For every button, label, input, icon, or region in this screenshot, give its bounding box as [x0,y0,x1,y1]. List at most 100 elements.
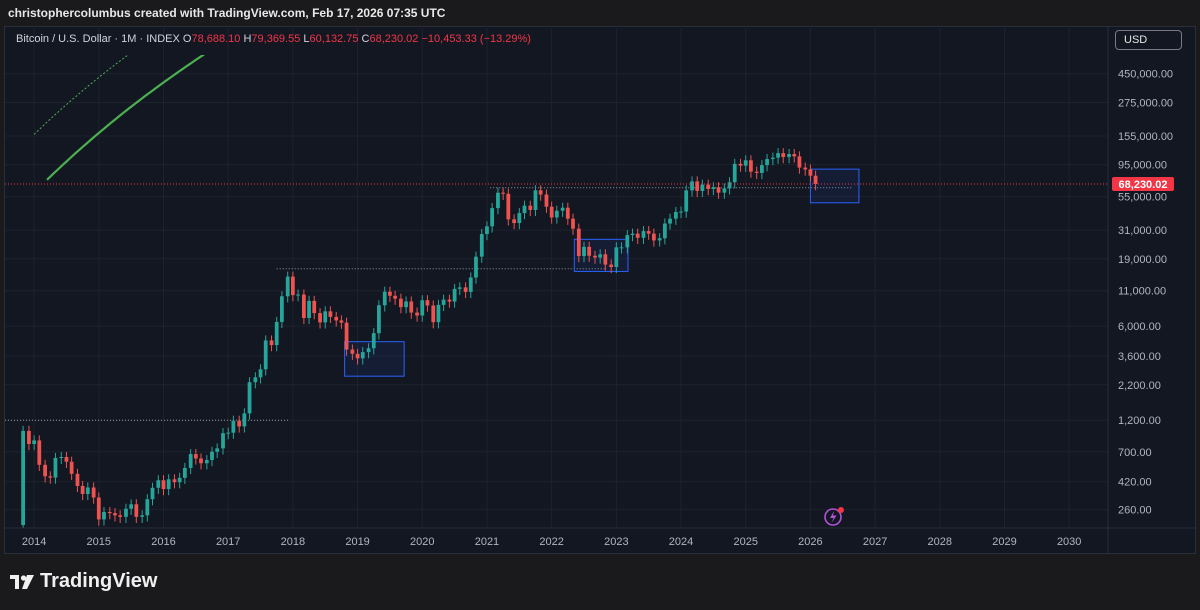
candle-body [344,322,349,350]
y-tick-label: 700.00 [1118,447,1152,459]
candle-body [436,304,441,323]
candle-body [69,461,74,474]
candle-body [124,508,128,517]
candle-body [307,300,311,318]
candle-body [641,231,646,238]
candle-body [274,321,279,346]
high-value: 79,369.55 [251,33,301,45]
candle-body [221,433,225,449]
symbol-name: Bitcoin / U.S. Dollar · 1M · INDEX [16,33,180,45]
candle-body [263,340,268,370]
candle-body [797,156,802,168]
lightning-icon[interactable] [824,507,844,526]
candle-body [350,349,355,354]
candle-body [635,233,640,238]
brand-name: TradingView [40,570,158,592]
candle-body [571,218,575,229]
close-label: C [361,33,370,45]
candle-body [625,235,630,248]
candle-body [738,163,743,166]
candle-body [808,169,813,176]
candle-body [614,247,619,268]
candle-body [630,233,635,236]
candle-body [662,223,667,239]
candle-body [285,276,290,297]
candle-body [501,192,506,194]
price-axis[interactable]: 450,000.00 275,000.00 155,000.00 95,000.00 5… [1118,69,1173,517]
y-tick-label: 450,000.00 [1118,69,1173,81]
candle-body [150,487,155,500]
candle-body [441,299,446,305]
candle-body [732,163,737,183]
candle-body [231,420,236,433]
y-tick-label: 19,000.00 [1118,254,1167,266]
chart-panel[interactable] [4,26,1196,554]
candle-body [506,193,511,220]
highlight-box [809,168,860,204]
chart-grid [5,26,1108,528]
candle-body [140,515,145,517]
candle-body [258,369,263,378]
x-tick-label: 2017 [216,536,240,548]
candle-body [75,473,80,486]
candle-body [813,175,818,185]
candle-body [204,459,209,464]
candle-body [253,377,258,383]
close-value: 68,230.02 [369,33,419,45]
x-tick-label: 2016 [151,536,175,548]
currency-button[interactable]: USD [1115,30,1182,50]
candle-body [496,192,500,209]
candle-body [646,231,651,234]
power-law-support-curve [46,55,206,181]
x-tick-label: 2024 [669,536,693,548]
candle-body [415,312,419,316]
candle-body [113,513,117,516]
x-tick-label: 2028 [928,536,952,548]
y-tick-label: 260.00 [1118,505,1152,517]
y-tick-label: 155,000.00 [1118,131,1173,143]
y-tick-label: 31,000.00 [1118,225,1167,237]
candle-body [32,440,36,444]
attribution-bar: christophercolumbus created with Trading… [0,0,1200,26]
candle-body [399,298,403,308]
candles [21,148,818,528]
candle-body [727,182,732,189]
candle-body [771,157,775,160]
candle-body [323,311,328,323]
candle-body [53,457,58,478]
candle-body [485,226,489,235]
candle-body [587,246,592,256]
low-label: L [303,33,310,45]
candle-body [560,207,565,211]
candle-body [156,480,161,488]
candle-body [371,333,376,349]
candle-body [765,159,769,166]
candle-body [684,190,689,212]
candle-body [651,233,656,241]
candle-body [134,504,139,517]
candle-body [657,238,662,241]
x-tick-label: 2018 [281,536,305,548]
x-tick-label: 2029 [992,536,1016,548]
candle-body [237,420,242,427]
candle-body [355,353,360,359]
candle-body [48,476,53,478]
candle-body [603,254,608,265]
candle-body [80,485,85,494]
y-tick-label: 95,000.00 [1118,160,1167,172]
candle-body [215,448,220,452]
candle-body [366,348,371,353]
open-value: 78,688.10 [191,33,241,45]
candle-body [776,153,780,158]
candle-body [538,190,543,195]
candle-body [177,477,182,483]
x-tick-label: 2015 [87,536,111,548]
time-axis[interactable]: 2014 2015 2016 2017 2018 2019 2020 2021 2022 2023… [22,536,1082,548]
y-tick-label: 2,200.00 [1118,380,1161,392]
candle-body [96,497,101,520]
candle-body [787,154,791,158]
upper-power-law-curve [33,55,129,135]
candle-body [312,300,317,314]
candle-body [188,454,193,468]
